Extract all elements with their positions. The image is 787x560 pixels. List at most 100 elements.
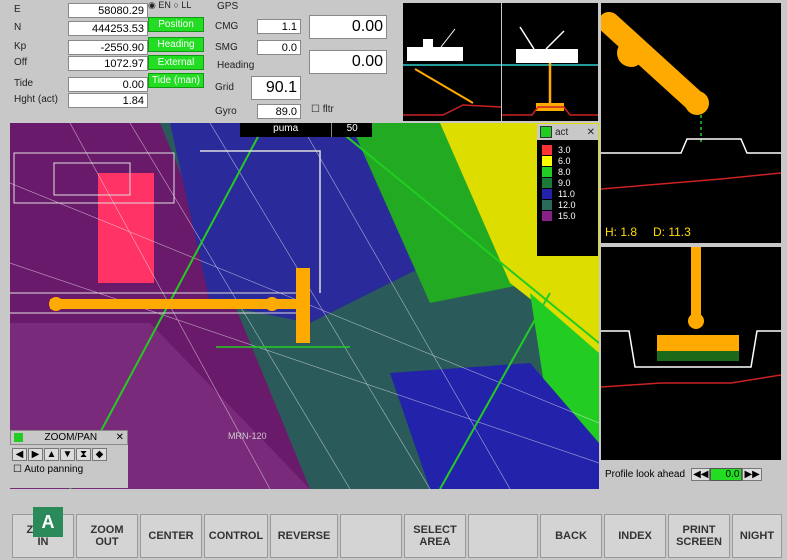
legend-entry: 8.0 <box>542 166 598 177</box>
tide-man-button[interactable]: Tide (man) <box>148 73 204 88</box>
grid-label: Grid <box>215 82 234 93</box>
external-button[interactable]: External <box>148 55 204 70</box>
value-n: 444253.53 <box>68 21 148 36</box>
filter-checkbox-icon[interactable]: ☐ <box>311 104 320 115</box>
label-e: E <box>14 4 21 15</box>
lookahead-bar: Profile look ahead ◀◀ 0.0 ▶▶ <box>601 462 781 486</box>
coord-mode-radio[interactable]: ◉ EN ○ LL <box>148 0 191 11</box>
corridor-line-north <box>329 123 599 344</box>
center-button[interactable]: CENTER <box>140 514 202 558</box>
reverse-button[interactable]: REVERSE <box>270 514 338 558</box>
gyro-label: Gyro <box>215 106 237 117</box>
profile-top-view: H: 1.8 D: 11.3 <box>598 3 782 243</box>
cmg-label: CMG <box>215 21 239 32</box>
legend-value: 12.0 <box>558 199 576 210</box>
zoompan-color-icon <box>14 433 23 442</box>
legend-entry: 15.0 <box>542 210 598 221</box>
position-button[interactable]: Position <box>148 17 204 32</box>
vessel-cabin-side <box>423 39 433 47</box>
grid-value: 90.1 <box>251 76 301 100</box>
select-area-button[interactable]: SELECT AREA <box>404 514 466 558</box>
legend-swatch <box>542 155 552 166</box>
cmg-big-value: 0.00 <box>309 15 387 39</box>
radio-ll-label: LL <box>181 0 192 10</box>
corridor-line-east <box>439 292 551 489</box>
pan-down-icon[interactable]: ▼ <box>60 448 75 461</box>
back-button[interactable]: BACK <box>540 514 602 558</box>
bathymetry-map[interactable]: puma 50 MRN-120 <box>10 123 599 489</box>
profile-bottom-svg <box>600 247 782 388</box>
vessel-front-view <box>502 3 598 121</box>
radio-ll-icon[interactable]: ○ <box>173 0 179 10</box>
depth-legend[interactable]: act ✕ 3.0 6.0 8.0 9.0 11.0 12.0 15.0 <box>537 124 598 256</box>
label-off: Off <box>14 57 28 68</box>
auto-panning-checkbox[interactable]: ☐ Auto panning <box>10 464 128 475</box>
lookahead-rewind-icon[interactable]: ◀◀ <box>691 467 711 481</box>
pipe-side <box>414 68 474 104</box>
lookahead-forward-icon[interactable]: ▶▶ <box>742 467 762 481</box>
smg-value: 0.0 <box>257 40 301 55</box>
pan-right-icon[interactable]: ▶ <box>28 448 43 461</box>
label-kp: Kp <box>14 41 27 52</box>
legend-swatch <box>542 199 552 210</box>
cmg-value: 1.1 <box>257 19 301 34</box>
auto-panning-checkbox-icon[interactable]: ☐ <box>13 464 22 475</box>
filter-checkbox[interactable]: ☐ fltr <box>311 104 334 115</box>
seabed-side <box>403 104 502 116</box>
legend-entry: 3.0 <box>542 144 598 155</box>
blank-2-button[interactable] <box>468 514 538 558</box>
zoom-fit-icon[interactable]: ⧗ <box>76 448 91 461</box>
legend-value: 6.0 <box>558 155 571 166</box>
blank-1-button[interactable] <box>340 514 402 558</box>
pipe-end-top <box>685 91 709 115</box>
vessel-hull-front <box>516 49 578 63</box>
legend-value: 11.0 <box>558 188 575 199</box>
target-profile-bottom <box>600 374 782 388</box>
target-profile-top <box>600 172 782 190</box>
value-kp: -2550.90 <box>68 40 148 55</box>
vessel-front-svg <box>502 26 598 116</box>
zone-green-east <box>530 293 599 443</box>
crane-front-b <box>545 30 565 50</box>
radio-en-icon[interactable]: ◉ <box>148 0 156 10</box>
legend-swatch <box>542 177 552 188</box>
pipe-profile-bottom <box>691 247 701 317</box>
zoom-out-button[interactable]: ZOOM OUT <box>76 514 138 558</box>
index-button[interactable]: INDEX <box>604 514 666 558</box>
pipeline-horizontal <box>50 299 306 309</box>
label-tide: Tide <box>14 78 34 89</box>
zoompan-title: ZOOM/PAN <box>44 432 98 443</box>
zoompan-close-icon[interactable]: ✕ <box>115 432 124 443</box>
vessel-hull-side <box>407 47 463 61</box>
value-height: 1.84 <box>68 93 148 108</box>
legend-close-icon[interactable]: ✕ <box>586 126 595 138</box>
zoom-center-icon[interactable]: ◆ <box>92 448 107 461</box>
map-top-label-1: puma <box>273 123 299 134</box>
pipeline-vertical <box>296 268 310 343</box>
legend-value: 3.0 <box>558 144 571 155</box>
map-top-label-2: 50 <box>331 123 372 137</box>
panel-badge: A <box>33 507 63 537</box>
legend-color-icon[interactable] <box>540 126 552 138</box>
legend-entry: 12.0 <box>542 199 598 210</box>
profile-top-svg <box>598 12 782 190</box>
label-n: N <box>14 22 22 33</box>
print-screen-button[interactable]: PRINT SCREEN <box>668 514 730 558</box>
legend-entry: 6.0 <box>542 155 598 166</box>
gyro-value: 89.0 <box>257 104 301 119</box>
pan-left-icon[interactable]: ◀ <box>12 448 27 461</box>
zoompan-controls: ◀ ▶ ▲ ▼ ⧗ ◆ <box>10 445 128 464</box>
frame-structure <box>200 150 321 293</box>
legend-entry: 11.0 <box>542 188 598 199</box>
control-button[interactable]: CONTROL <box>204 514 268 558</box>
heading-button[interactable]: Heading <box>148 37 204 52</box>
smg-label: SMG <box>215 42 238 53</box>
night-button[interactable]: NIGHT <box>732 514 782 558</box>
map-top-label: puma 50 <box>240 123 372 137</box>
map-feature-label: MRN-120 <box>228 431 267 441</box>
bathymetry-map-svg[interactable] <box>10 123 599 489</box>
legend-header[interactable]: act ✕ <box>537 124 598 140</box>
pan-up-icon[interactable]: ▲ <box>44 448 59 461</box>
pipe-joint-bottom <box>688 313 704 329</box>
lookahead-value[interactable]: 0.0 <box>710 467 743 481</box>
